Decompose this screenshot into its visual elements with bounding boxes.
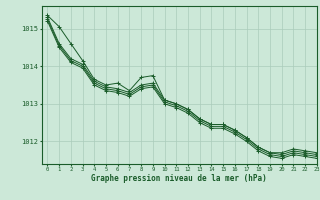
- X-axis label: Graphe pression niveau de la mer (hPa): Graphe pression niveau de la mer (hPa): [91, 174, 267, 183]
